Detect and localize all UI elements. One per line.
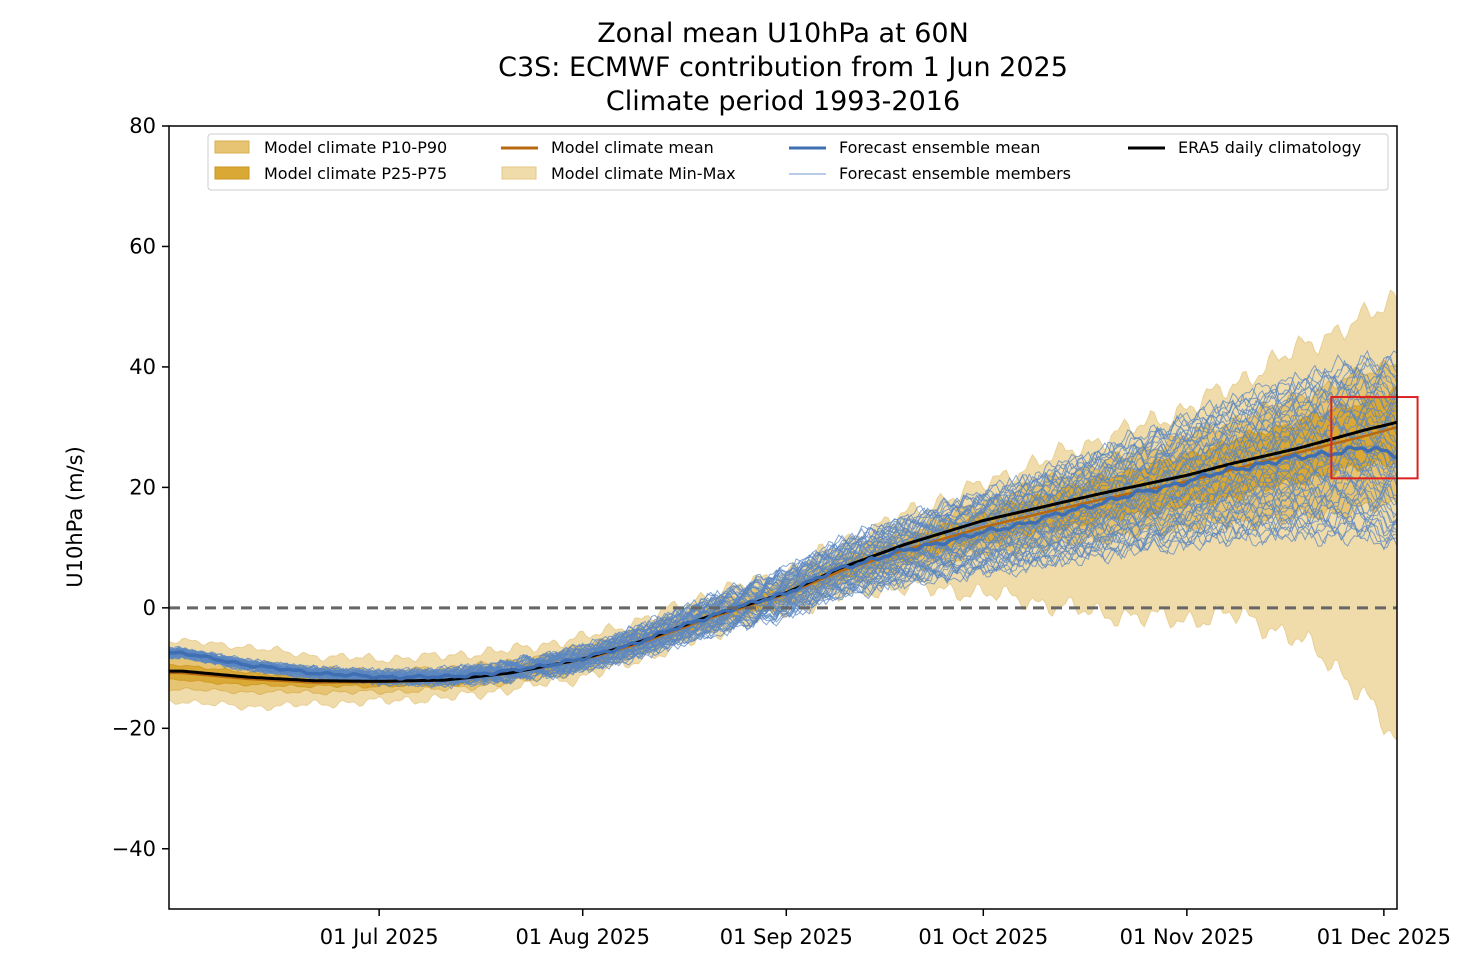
legend-swatch-min-max — [501, 166, 537, 180]
x-tick-label: 01 Jul 2025 — [320, 925, 439, 949]
chart-title-line-1: Zonal mean U10hPa at 60N — [597, 18, 969, 49]
legend-swatch-p10-p90 — [214, 140, 250, 154]
forecast-ensemble-mean-line — [169, 445, 1397, 681]
x-tick-label: 01 Dec 2025 — [1317, 925, 1451, 949]
ensemble-member-line — [169, 520, 1397, 690]
plot-frame — [168, 125, 1398, 910]
ensemble-member-line — [169, 374, 1397, 679]
x-tick-label: 01 Sep 2025 — [720, 925, 853, 949]
ensemble-member-line — [169, 439, 1397, 682]
legend-label-p25-p75: Model climate P25-P75 — [264, 164, 447, 183]
ensemble-member-line — [169, 355, 1397, 677]
y-tick-label: 60 — [129, 234, 156, 258]
y-tick-label: 40 — [129, 355, 156, 379]
y-tick-label: 0 — [143, 596, 156, 620]
y-tick-label: −40 — [112, 837, 156, 861]
legend-label-model-mean: Model climate mean — [551, 138, 714, 157]
legend-label-era5: ERA5 daily climatology — [1178, 138, 1361, 157]
y-axis-label: U10hPa (m/s) — [63, 446, 87, 588]
chart-title-line-2: C3S: ECMWF contribution from 1 Jun 2025 — [498, 52, 1068, 83]
ensemble-member-line — [169, 366, 1397, 677]
x-tick-label: 01 Nov 2025 — [1120, 925, 1255, 949]
x-axis: 01 Jul 2025 01 Aug 2025 01 Sep 2025 01 Oct … — [320, 909, 1451, 949]
legend-label-forecast-mean: Forecast ensemble mean — [839, 138, 1040, 157]
y-axis: 80 60 40 20 0 −20 −40 — [112, 114, 169, 861]
legend-swatch-p25-p75 — [214, 166, 250, 180]
y-tick-label: 20 — [129, 475, 156, 499]
highlight-box — [1330, 396, 1419, 480]
ensemble-member-line — [169, 441, 1397, 683]
x-tick-label: 01 Oct 2025 — [918, 925, 1048, 949]
y-tick-label: −20 — [112, 716, 156, 740]
chart-title-line-3: Climate period 1993-2016 — [606, 86, 960, 117]
legend: Model climate P10-P90 Model climate P25-… — [207, 133, 1389, 191]
x-tick-label: 01 Aug 2025 — [515, 925, 650, 949]
legend-label-min-max: Model climate Min-Max — [551, 164, 736, 183]
y-tick-label: 80 — [129, 114, 156, 138]
legend-label-forecast-members: Forecast ensemble members — [839, 164, 1071, 183]
legend-label-p10-p90: Model climate P10-P90 — [264, 138, 447, 157]
